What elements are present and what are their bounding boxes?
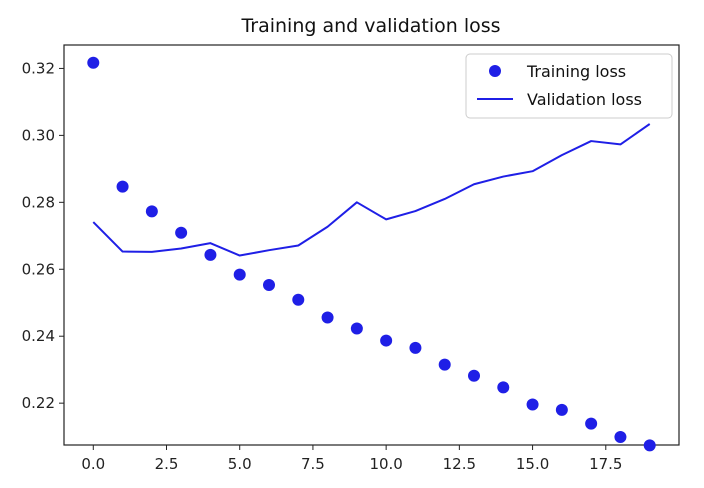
chart-title: Training and validation loss xyxy=(240,15,500,37)
y-tick-label: 0.32 xyxy=(22,59,55,77)
x-tick-label: 12.5 xyxy=(443,455,476,473)
training-loss-point xyxy=(555,403,568,416)
training-loss-point xyxy=(497,381,510,394)
training-loss-point xyxy=(643,439,656,452)
training-loss-point xyxy=(526,398,539,411)
training-loss-point xyxy=(263,279,275,291)
y-axis: 0.22 0.24 0.26 0.28 0.30 0.32 xyxy=(22,59,64,412)
training-loss-point xyxy=(350,322,363,335)
y-tick-label: 0.22 xyxy=(22,394,55,412)
training-loss-point xyxy=(438,358,451,371)
legend-box xyxy=(465,53,673,119)
y-tick-label: 0.26 xyxy=(22,260,55,278)
y-tick-label: 0.24 xyxy=(22,327,55,345)
training-loss-point xyxy=(116,180,129,193)
x-tick-label: 10.0 xyxy=(369,455,402,473)
x-tick-label: 15.0 xyxy=(516,455,549,473)
y-tick-label: 0.30 xyxy=(22,126,55,144)
training-loss-point xyxy=(292,293,305,306)
x-tick-label: 7.5 xyxy=(301,455,325,473)
x-tick-label: 2.5 xyxy=(155,455,179,473)
x-tick-label: 17.5 xyxy=(589,455,622,473)
y-tick-label: 0.28 xyxy=(22,193,55,211)
legend: Training loss Validation loss xyxy=(465,53,673,119)
x-tick-label: 5.0 xyxy=(228,455,252,473)
legend-label-validation-loss: Validation loss xyxy=(527,90,642,109)
training-loss-point xyxy=(175,226,188,239)
training-loss-point xyxy=(585,417,598,430)
x-axis: 0.0 2.5 5.0 7.5 10.0 12.5 15.0 17.5 xyxy=(81,445,622,473)
plot-area-frame xyxy=(63,44,680,446)
series-layer xyxy=(87,56,656,452)
training-loss-point xyxy=(468,369,480,382)
legend-marker-training-loss xyxy=(489,65,501,77)
training-loss-point xyxy=(145,205,158,218)
training-loss-point xyxy=(204,248,217,261)
training-loss-point xyxy=(321,311,334,324)
legend-label-training-loss: Training loss xyxy=(526,62,626,81)
x-tick-label: 0.0 xyxy=(81,455,105,473)
training-loss-point xyxy=(380,334,393,347)
validation-loss-line xyxy=(92,123,651,257)
training-loss-point xyxy=(614,430,627,443)
training-loss-point xyxy=(87,56,100,69)
training-loss-point xyxy=(233,268,246,281)
training-loss-point xyxy=(409,341,422,354)
